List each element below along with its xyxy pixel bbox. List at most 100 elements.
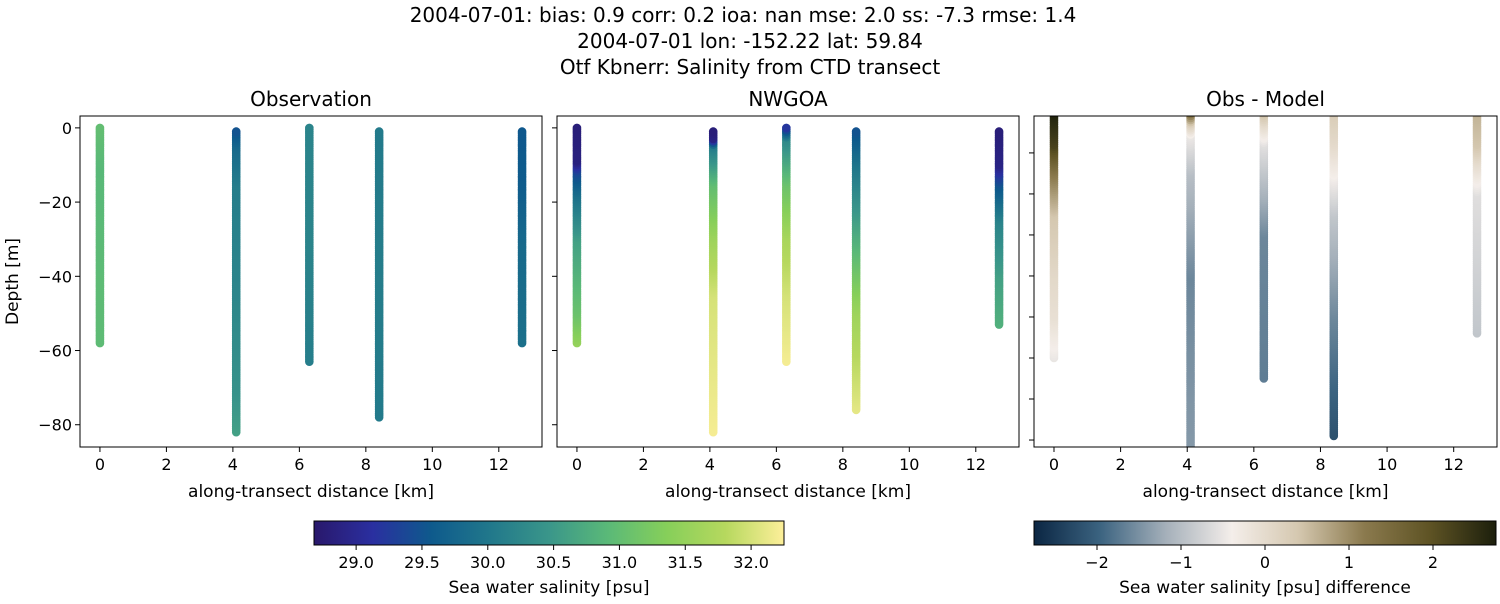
x-tick-label: 6 bbox=[1249, 455, 1259, 474]
data-point bbox=[572, 123, 582, 133]
profile bbox=[1329, 116, 1339, 441]
colorbar-bar bbox=[313, 520, 785, 546]
colorbar-label: Sea water salinity [psu] bbox=[449, 578, 650, 598]
data-point bbox=[1473, 116, 1481, 119]
data-point bbox=[231, 127, 241, 136]
x-tick-label: 6 bbox=[771, 455, 781, 474]
data-point bbox=[1332, 116, 1336, 117]
profile bbox=[1186, 116, 1195, 447]
x-tick-label: 8 bbox=[838, 455, 848, 474]
profile bbox=[95, 123, 105, 348]
axes-frame bbox=[556, 115, 1020, 448]
x-tick-label: 12 bbox=[966, 455, 986, 474]
x-tick-label: 2 bbox=[161, 455, 171, 474]
subplot-2: NWGOA 0 2 4 6 8 10 12 along-transect distance [k… bbox=[552, 87, 1020, 502]
y-tick-label: 0 bbox=[62, 119, 72, 138]
colorbar-tick-label: 30.5 bbox=[536, 553, 572, 572]
subplot-1: Observation 0 2 4 6 8 10 12 0 −20 −40 −60 −80 along-t… bbox=[3, 87, 543, 502]
x-tick-label: 6 bbox=[294, 455, 304, 474]
colorbar-1: 29.0 29.5 30.0 30.5 31.0 31.5 32.0 Sea water sa… bbox=[313, 520, 785, 598]
colorbar-tick-label: 2 bbox=[1428, 553, 1438, 572]
subplot-title: NWGOA bbox=[748, 87, 828, 111]
profile bbox=[708, 127, 718, 437]
data-point bbox=[1186, 116, 1195, 119]
x-tick-label: 2 bbox=[1116, 455, 1126, 474]
profile bbox=[1472, 116, 1482, 338]
colorbar-tick-label: −2 bbox=[1085, 553, 1109, 572]
data-point bbox=[708, 127, 718, 136]
x-tick-label: 0 bbox=[572, 455, 582, 474]
profile bbox=[231, 127, 241, 437]
y-tick-label: −40 bbox=[38, 267, 72, 286]
colorbar-tick-label: 29.0 bbox=[338, 553, 374, 572]
colorbar-label: Sea water salinity [psu] difference bbox=[1119, 578, 1411, 598]
subplot-title: Observation bbox=[250, 87, 372, 111]
data-point bbox=[517, 127, 527, 136]
data-point bbox=[374, 127, 384, 136]
x-tick-label: 10 bbox=[899, 455, 919, 474]
x-axis-label: along-transect distance [km] bbox=[665, 482, 911, 502]
colorbar-tick-label: 1 bbox=[1344, 553, 1354, 572]
data-point bbox=[782, 123, 791, 133]
scatter-points bbox=[1049, 116, 1482, 447]
x-tick-label: 4 bbox=[705, 455, 715, 474]
y-axis-label: Depth [m] bbox=[3, 238, 23, 325]
suptitle-line-1: 2004-07-01: bias: 0.9 corr: 0.2 ioa: nan… bbox=[410, 3, 1077, 27]
data-point bbox=[994, 127, 1004, 136]
axes-frame bbox=[79, 115, 543, 448]
data-point bbox=[1330, 116, 1338, 119]
subplot-3: Obs - Model 0 2 4 6 8 10 12 along-transect dista… bbox=[1029, 87, 1498, 502]
profile bbox=[305, 123, 314, 366]
x-tick-label: 4 bbox=[1182, 455, 1192, 474]
profile bbox=[517, 127, 527, 348]
colorbars: 29.0 29.5 30.0 30.5 31.0 31.5 32.0 Sea water sa… bbox=[313, 520, 1497, 598]
profile bbox=[1049, 116, 1059, 363]
data-point bbox=[1052, 116, 1056, 117]
y-tick-label: −20 bbox=[38, 193, 72, 212]
colorbar-tick-label: 29.5 bbox=[404, 553, 440, 572]
colorbar-tick-label: 30.0 bbox=[470, 553, 506, 572]
x-tick-label: 12 bbox=[1444, 455, 1464, 474]
data-point bbox=[1475, 116, 1479, 117]
x-tick-label: 8 bbox=[1315, 455, 1325, 474]
suptitle-line-2: 2004-07-01 lon: -152.22 lat: 59.84 bbox=[577, 29, 923, 53]
y-tick-label: −80 bbox=[38, 416, 72, 435]
subplot-title: Obs - Model bbox=[1206, 87, 1325, 111]
y-tick-label: −60 bbox=[38, 342, 72, 361]
x-tick-label: 10 bbox=[422, 455, 442, 474]
colorbar-bar bbox=[1033, 520, 1497, 546]
x-axis-label: along-transect distance [km] bbox=[1143, 482, 1389, 502]
colorbar-2: −2 −1 0 1 2 Sea water salinity [psu] differen… bbox=[1033, 520, 1497, 598]
colorbar-tick-label: −1 bbox=[1169, 553, 1193, 572]
data-point bbox=[1189, 116, 1192, 117]
data-point bbox=[851, 127, 861, 136]
colorbar-tick-label: 0 bbox=[1260, 553, 1270, 572]
data-point bbox=[1260, 116, 1268, 119]
x-tick-label: 4 bbox=[228, 455, 238, 474]
data-point bbox=[305, 123, 314, 133]
colorbar-tick-label: 31.5 bbox=[667, 553, 703, 572]
profile bbox=[994, 127, 1004, 329]
x-tick-label: 0 bbox=[1049, 455, 1059, 474]
x-tick-label: 8 bbox=[361, 455, 371, 474]
colorbar-tick-label: 31.0 bbox=[602, 553, 638, 572]
x-axis-label: along-transect distance [km] bbox=[188, 482, 434, 502]
axes-frame bbox=[1033, 115, 1498, 448]
data-point bbox=[1050, 116, 1058, 119]
x-tick-label: 2 bbox=[638, 455, 648, 474]
x-tick-label: 0 bbox=[95, 455, 105, 474]
profile bbox=[572, 123, 582, 348]
scatter-points bbox=[572, 123, 1004, 437]
suptitle-line-3: Otf Kbnerr: Salinity from CTD transect bbox=[560, 55, 941, 79]
colorbar-tick-label: 32.0 bbox=[733, 553, 769, 572]
scatter-points bbox=[95, 123, 527, 437]
profile bbox=[1259, 116, 1269, 383]
x-tick-label: 12 bbox=[489, 455, 509, 474]
x-tick-label: 10 bbox=[1377, 455, 1397, 474]
profile bbox=[374, 127, 384, 422]
data-point bbox=[95, 123, 105, 133]
profile bbox=[851, 127, 861, 415]
profile bbox=[782, 123, 791, 366]
subplots: Observation 0 2 4 6 8 10 12 0 −20 −40 −60 −80 along-t… bbox=[3, 87, 1498, 502]
